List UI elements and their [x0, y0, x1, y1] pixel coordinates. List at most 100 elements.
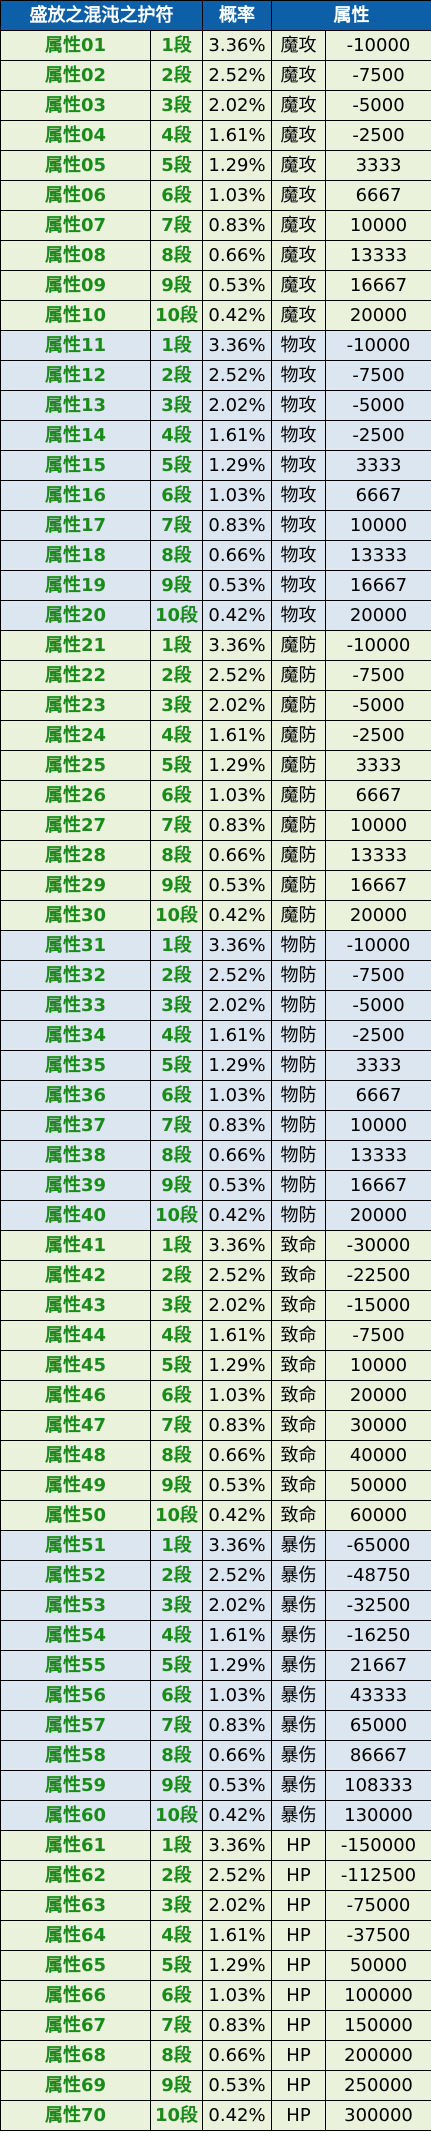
attr-name-cell: 属性04 [0, 120, 151, 151]
attr-type-cell: 致命 [271, 1350, 326, 1381]
attr-value-cell: 16667 [325, 1170, 431, 1201]
table-header: 盛放之混沌之护符 概率 属性 [0, 0, 431, 31]
attr-name-cell: 属性67 [0, 2010, 151, 2041]
attr-type-cell: 致命 [271, 1260, 326, 1291]
attr-type-cell: 物防 [271, 990, 326, 1021]
attr-name-cell: 属性48 [0, 1440, 151, 1471]
attr-value-cell: 130000 [325, 1800, 431, 1831]
table-row: 属性25 5段 1.29% 魔防 3333 [0, 750, 431, 781]
attr-type-cell: 物防 [271, 1080, 326, 1111]
attr-value-cell: 6667 [325, 1080, 431, 1111]
attr-value-cell: 86667 [325, 1740, 431, 1771]
attr-value-cell: 3333 [325, 1050, 431, 1081]
stage-cell: 1段 [150, 630, 203, 661]
probability-cell: 2.02% [202, 1590, 272, 1621]
attr-type-cell: HP [271, 1950, 326, 1981]
table-row: 属性46 6段 1.03% 致命 20000 [0, 1380, 431, 1411]
attr-value-cell: 60000 [325, 1500, 431, 1531]
attr-type-cell: 暴伤 [271, 1590, 326, 1621]
attr-type-cell: 魔防 [271, 660, 326, 691]
attr-name-cell: 属性26 [0, 780, 151, 811]
attr-type-cell: 魔防 [271, 720, 326, 751]
probability-cell: 0.53% [202, 270, 272, 301]
attr-type-cell: HP [271, 1890, 326, 1921]
attr-name-cell: 属性17 [0, 510, 151, 541]
attr-name-cell: 属性58 [0, 1740, 151, 1771]
probability-cell: 1.29% [202, 1950, 272, 1981]
table-row: 属性26 6段 1.03% 魔防 6667 [0, 780, 431, 811]
stage-cell: 1段 [150, 330, 203, 361]
attr-name-cell: 属性24 [0, 720, 151, 751]
attr-type-cell: 致命 [271, 1230, 326, 1261]
probability-cell: 0.53% [202, 1170, 272, 1201]
table-row: 属性70 10段 0.42% HP 300000 [0, 2100, 431, 2131]
attr-value-cell: 30000 [325, 1410, 431, 1441]
attr-name-cell: 属性55 [0, 1650, 151, 1681]
stage-cell: 4段 [150, 120, 203, 151]
probability-cell: 0.42% [202, 300, 272, 331]
stage-cell: 3段 [150, 990, 203, 1021]
attr-type-cell: 致命 [271, 1440, 326, 1471]
stage-cell: 6段 [150, 1080, 203, 1111]
stage-cell: 7段 [150, 2010, 203, 2041]
probability-cell: 2.02% [202, 90, 272, 121]
probability-cell: 2.02% [202, 1290, 272, 1321]
stage-cell: 4段 [150, 1620, 203, 1651]
probability-cell: 1.03% [202, 180, 272, 211]
attr-name-cell: 属性05 [0, 150, 151, 181]
attr-name-cell: 属性14 [0, 420, 151, 451]
attr-value-cell: 16667 [325, 570, 431, 601]
stage-cell: 3段 [150, 90, 203, 121]
stage-cell: 2段 [150, 60, 203, 91]
attr-name-cell: 属性19 [0, 570, 151, 601]
stage-cell: 8段 [150, 840, 203, 871]
attr-type-cell: 魔攻 [271, 300, 326, 331]
attr-name-cell: 属性18 [0, 540, 151, 571]
stage-cell: 9段 [150, 870, 203, 901]
probability-cell: 0.53% [202, 1470, 272, 1501]
attr-type-cell: 魔攻 [271, 60, 326, 91]
table-row: 属性14 4段 1.61% 物攻 -2500 [0, 420, 431, 451]
attr-value-cell: 100000 [325, 1980, 431, 2011]
attr-value-cell: 65000 [325, 1710, 431, 1741]
attr-name-cell: 属性37 [0, 1110, 151, 1141]
stage-cell: 9段 [150, 1470, 203, 1501]
attr-value-cell: -2500 [325, 720, 431, 751]
table-row: 属性02 2段 2.52% 魔攻 -7500 [0, 60, 431, 91]
table-row: 属性05 5段 1.29% 魔攻 3333 [0, 150, 431, 181]
attr-value-cell: 6667 [325, 180, 431, 211]
stage-cell: 7段 [150, 1110, 203, 1141]
probability-cell: 2.52% [202, 1560, 272, 1591]
attr-type-cell: HP [271, 1860, 326, 1891]
attr-value-cell: 21667 [325, 1650, 431, 1681]
probability-cell: 3.36% [202, 1530, 272, 1561]
probability-cell: 0.66% [202, 1440, 272, 1471]
attr-type-cell: HP [271, 2040, 326, 2071]
attr-type-cell: HP [271, 1830, 326, 1861]
probability-cell: 1.29% [202, 1050, 272, 1081]
stage-cell: 5段 [150, 150, 203, 181]
stage-cell: 5段 [150, 750, 203, 781]
probability-cell: 0.66% [202, 1140, 272, 1171]
stage-cell: 5段 [150, 1350, 203, 1381]
attr-type-cell: 物攻 [271, 420, 326, 451]
stage-cell: 3段 [150, 690, 203, 721]
attr-type-cell: 物防 [271, 1020, 326, 1051]
probability-cell: 1.29% [202, 1350, 272, 1381]
attr-name-cell: 属性25 [0, 750, 151, 781]
attr-type-cell: 魔防 [271, 690, 326, 721]
attr-name-cell: 属性32 [0, 960, 151, 991]
probability-cell: 0.66% [202, 540, 272, 571]
attr-value-cell: -5000 [325, 990, 431, 1021]
probability-cell: 0.42% [202, 2100, 272, 2131]
table-row: 属性65 5段 1.29% HP 50000 [0, 1950, 431, 1981]
stage-cell: 5段 [150, 1950, 203, 1981]
attr-name-cell: 属性65 [0, 1950, 151, 1981]
attr-value-cell: -2500 [325, 120, 431, 151]
attr-value-cell: 10000 [325, 810, 431, 841]
stage-cell: 2段 [150, 960, 203, 991]
attr-value-cell: -7500 [325, 660, 431, 691]
table-row: 属性54 4段 1.61% 暴伤 -16250 [0, 1620, 431, 1651]
attr-name-cell: 属性42 [0, 1260, 151, 1291]
